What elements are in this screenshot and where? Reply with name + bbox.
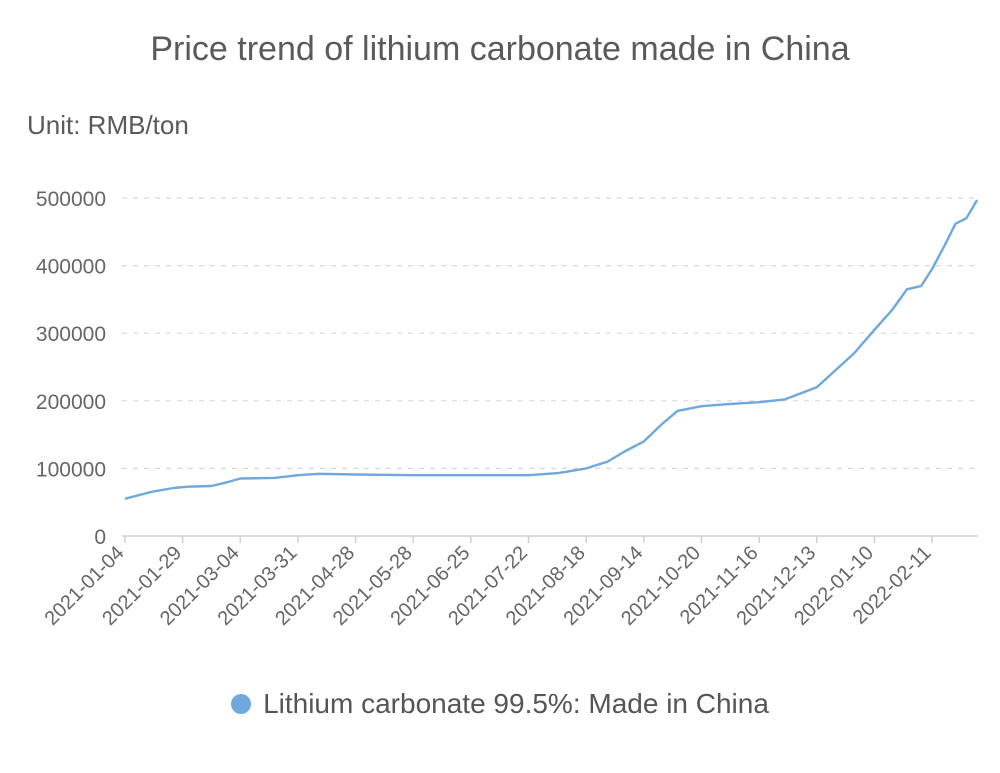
y-tick-label: 300000 (36, 323, 106, 346)
y-tick-label: 0 (94, 526, 106, 549)
series-layer (124, 199, 979, 500)
y-tick-label: 200000 (36, 391, 106, 414)
unit-label: Unit: RMB/ton (27, 110, 189, 140)
series-line (124, 199, 979, 500)
x-axis-ticks: 2021-01-042021-01-292021-03-042021-03-31… (41, 536, 936, 630)
y-tick-label: 400000 (36, 256, 106, 279)
y-tick-label: 500000 (36, 188, 106, 211)
chart-title: Price trend of lithium carbonate made in… (150, 30, 850, 68)
y-tick-label: 100000 (36, 458, 106, 481)
y-axis-ticks: 0 100000 200000 300000 400000 500000 (36, 188, 106, 549)
legend-label: Lithium carbonate 99.5%: Made in China (263, 688, 769, 719)
grid-lines (122, 197, 978, 469)
legend[interactable]: Lithium carbonate 99.5%: Made in China (0, 688, 1000, 720)
legend-swatch (231, 694, 252, 714)
